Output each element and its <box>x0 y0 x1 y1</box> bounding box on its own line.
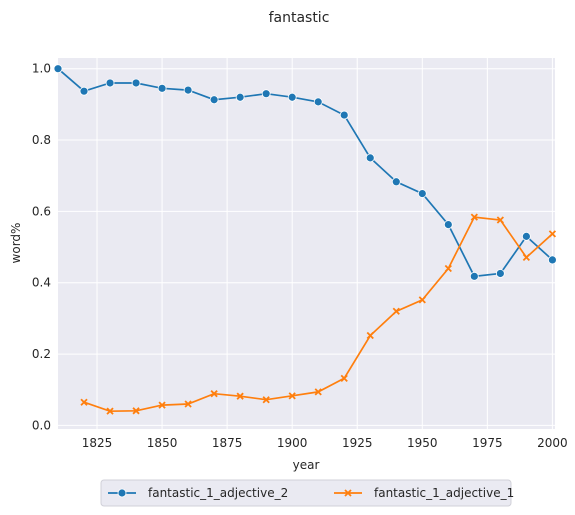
x-tick-label: 1975 <box>472 436 503 450</box>
y-tick-label: 0.0 <box>32 418 51 432</box>
data-point <box>53 64 63 74</box>
data-point <box>470 213 478 221</box>
legend-item: fantastic_1_adjective_2 <box>108 486 288 500</box>
chart-title: fantastic <box>269 10 330 26</box>
data-point <box>366 331 374 340</box>
data-point <box>262 396 270 404</box>
data-point <box>521 231 531 241</box>
data-point <box>417 189 427 198</box>
x-axis-ticks: 1825 1850 1875 1900 1925 1950 1975 2000 <box>82 436 568 450</box>
data-point <box>158 401 166 409</box>
data-point <box>495 269 505 278</box>
legend-box <box>100 479 512 507</box>
data-point <box>236 392 244 400</box>
y-tick-label: 0.4 <box>32 276 51 290</box>
data-point <box>209 95 219 105</box>
x-tick-label: 1925 <box>342 436 373 450</box>
data-point <box>131 78 141 88</box>
data-point <box>392 307 400 315</box>
data-point <box>80 398 88 406</box>
legend-item: fantastic_1_adjective_1 <box>334 486 514 500</box>
data-point <box>79 86 89 96</box>
data-point <box>391 177 401 187</box>
data-point <box>105 78 115 88</box>
data-point <box>210 390 218 398</box>
series-fantastic_1_adjective_1 <box>80 213 557 415</box>
data-point <box>522 253 531 262</box>
data-point <box>365 153 375 163</box>
y-tick-label: 0.8 <box>32 133 51 147</box>
y-axis-label: word% <box>9 223 23 264</box>
data-point <box>132 407 140 415</box>
x-tick-label: 1875 <box>212 436 243 450</box>
x-tick-label: 2000 <box>537 436 568 450</box>
data-point <box>548 230 557 238</box>
y-axis-ticks: 0.0 0.2 0.4 0.6 0.8 1.0 <box>32 62 51 433</box>
legend: fantastic_1_adjective_2 fantastic_1_adjec… <box>100 479 514 507</box>
data-point <box>314 388 322 396</box>
data-point <box>261 89 271 99</box>
x-tick-label: 1950 <box>407 436 438 450</box>
data-point <box>183 85 193 95</box>
data-point <box>496 216 504 224</box>
data-point <box>443 220 453 229</box>
data-point <box>418 296 426 304</box>
data-point <box>444 264 452 273</box>
data-point <box>287 92 297 102</box>
series-fantastic_1_adjective_2 <box>53 64 557 281</box>
data-point <box>313 97 323 107</box>
data-point <box>469 271 479 281</box>
data-point <box>235 92 245 102</box>
data-point <box>184 400 192 408</box>
data-point <box>106 407 114 415</box>
plot-area <box>58 58 555 429</box>
series-group <box>53 64 557 415</box>
y-tick-label: 1.0 <box>32 62 51 76</box>
legend-label: fantastic_1_adjective_1 <box>374 486 514 500</box>
y-tick-label: 0.6 <box>32 204 51 218</box>
grid <box>58 58 555 429</box>
x-tick-label: 1900 <box>277 436 308 450</box>
series-line <box>57 68 553 278</box>
data-point <box>547 255 557 265</box>
x-tick-label: 1850 <box>147 436 178 450</box>
data-point <box>340 374 348 382</box>
x-axis-label: year <box>293 458 320 472</box>
legend-marker <box>344 489 352 497</box>
data-point <box>288 392 296 400</box>
x-tick-label: 1825 <box>82 436 113 450</box>
data-point <box>339 110 349 120</box>
data-point <box>157 83 167 93</box>
legend-marker <box>117 488 127 498</box>
y-tick-label: 0.2 <box>32 347 51 361</box>
legend-label: fantastic_1_adjective_2 <box>148 486 288 500</box>
